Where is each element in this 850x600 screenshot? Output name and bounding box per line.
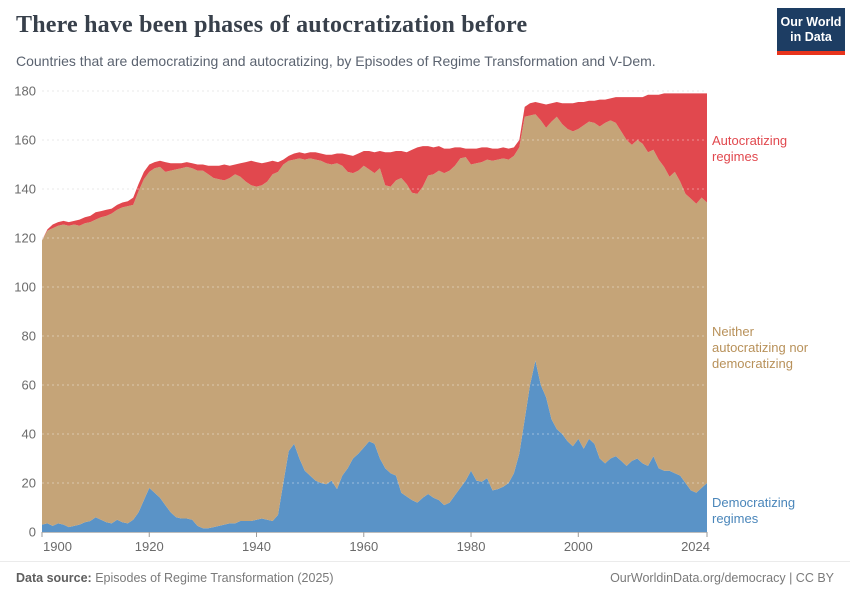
x-axis-tick-label: 1980 <box>457 539 486 554</box>
y-axis-tick-label: 140 <box>14 182 36 197</box>
chart-footer: Data source: Episodes of Regime Transfor… <box>0 561 850 585</box>
page-title: There have been phases of autocratizatio… <box>16 12 528 38</box>
area-neither <box>42 114 707 529</box>
y-axis-tick-label: 160 <box>14 133 36 148</box>
x-axis-tick-label: 1960 <box>349 539 378 554</box>
series-label-democratizing: Democratizing regimes <box>712 495 796 526</box>
y-axis-tick-label: 180 <box>14 84 36 99</box>
data-source-label: Data source: <box>16 571 92 585</box>
series-label-neither: Neither autocratizing nor democratizing <box>712 324 809 371</box>
x-axis-tick-label: 2000 <box>564 539 593 554</box>
data-source: Data source: Episodes of Regime Transfor… <box>16 571 334 585</box>
y-axis-tick-label: 20 <box>22 476 36 491</box>
owid-logo-line2: in Data <box>790 29 832 44</box>
x-axis-tick-label: 1940 <box>242 539 271 554</box>
area-autocratizing <box>42 93 707 241</box>
y-axis-tick-label: 100 <box>14 280 36 295</box>
area-democratizing <box>42 360 707 532</box>
x-axis-tick-label: 1920 <box>135 539 164 554</box>
y-axis-tick-label: 0 <box>29 525 36 540</box>
owid-logo[interactable]: Our World in Data <box>777 8 845 55</box>
series-label-autocratizing: Autocratizing regimes <box>712 133 788 164</box>
x-axis-tick-label: 1900 <box>43 539 72 554</box>
owid-logo-line1: Our World <box>780 15 842 29</box>
y-axis-tick-label: 120 <box>14 231 36 246</box>
x-axis-tick-label: 2024 <box>681 539 710 554</box>
credit-link[interactable]: OurWorldinData.org/democracy | CC BY <box>610 571 834 585</box>
y-axis-tick-label: 60 <box>22 378 36 393</box>
chart-subtitle: Countries that are democratizing and aut… <box>16 53 656 69</box>
data-source-text: Episodes of Regime Transformation (2025) <box>95 571 334 585</box>
y-axis-tick-label: 80 <box>22 329 36 344</box>
y-axis-tick-label: 40 <box>22 427 36 442</box>
